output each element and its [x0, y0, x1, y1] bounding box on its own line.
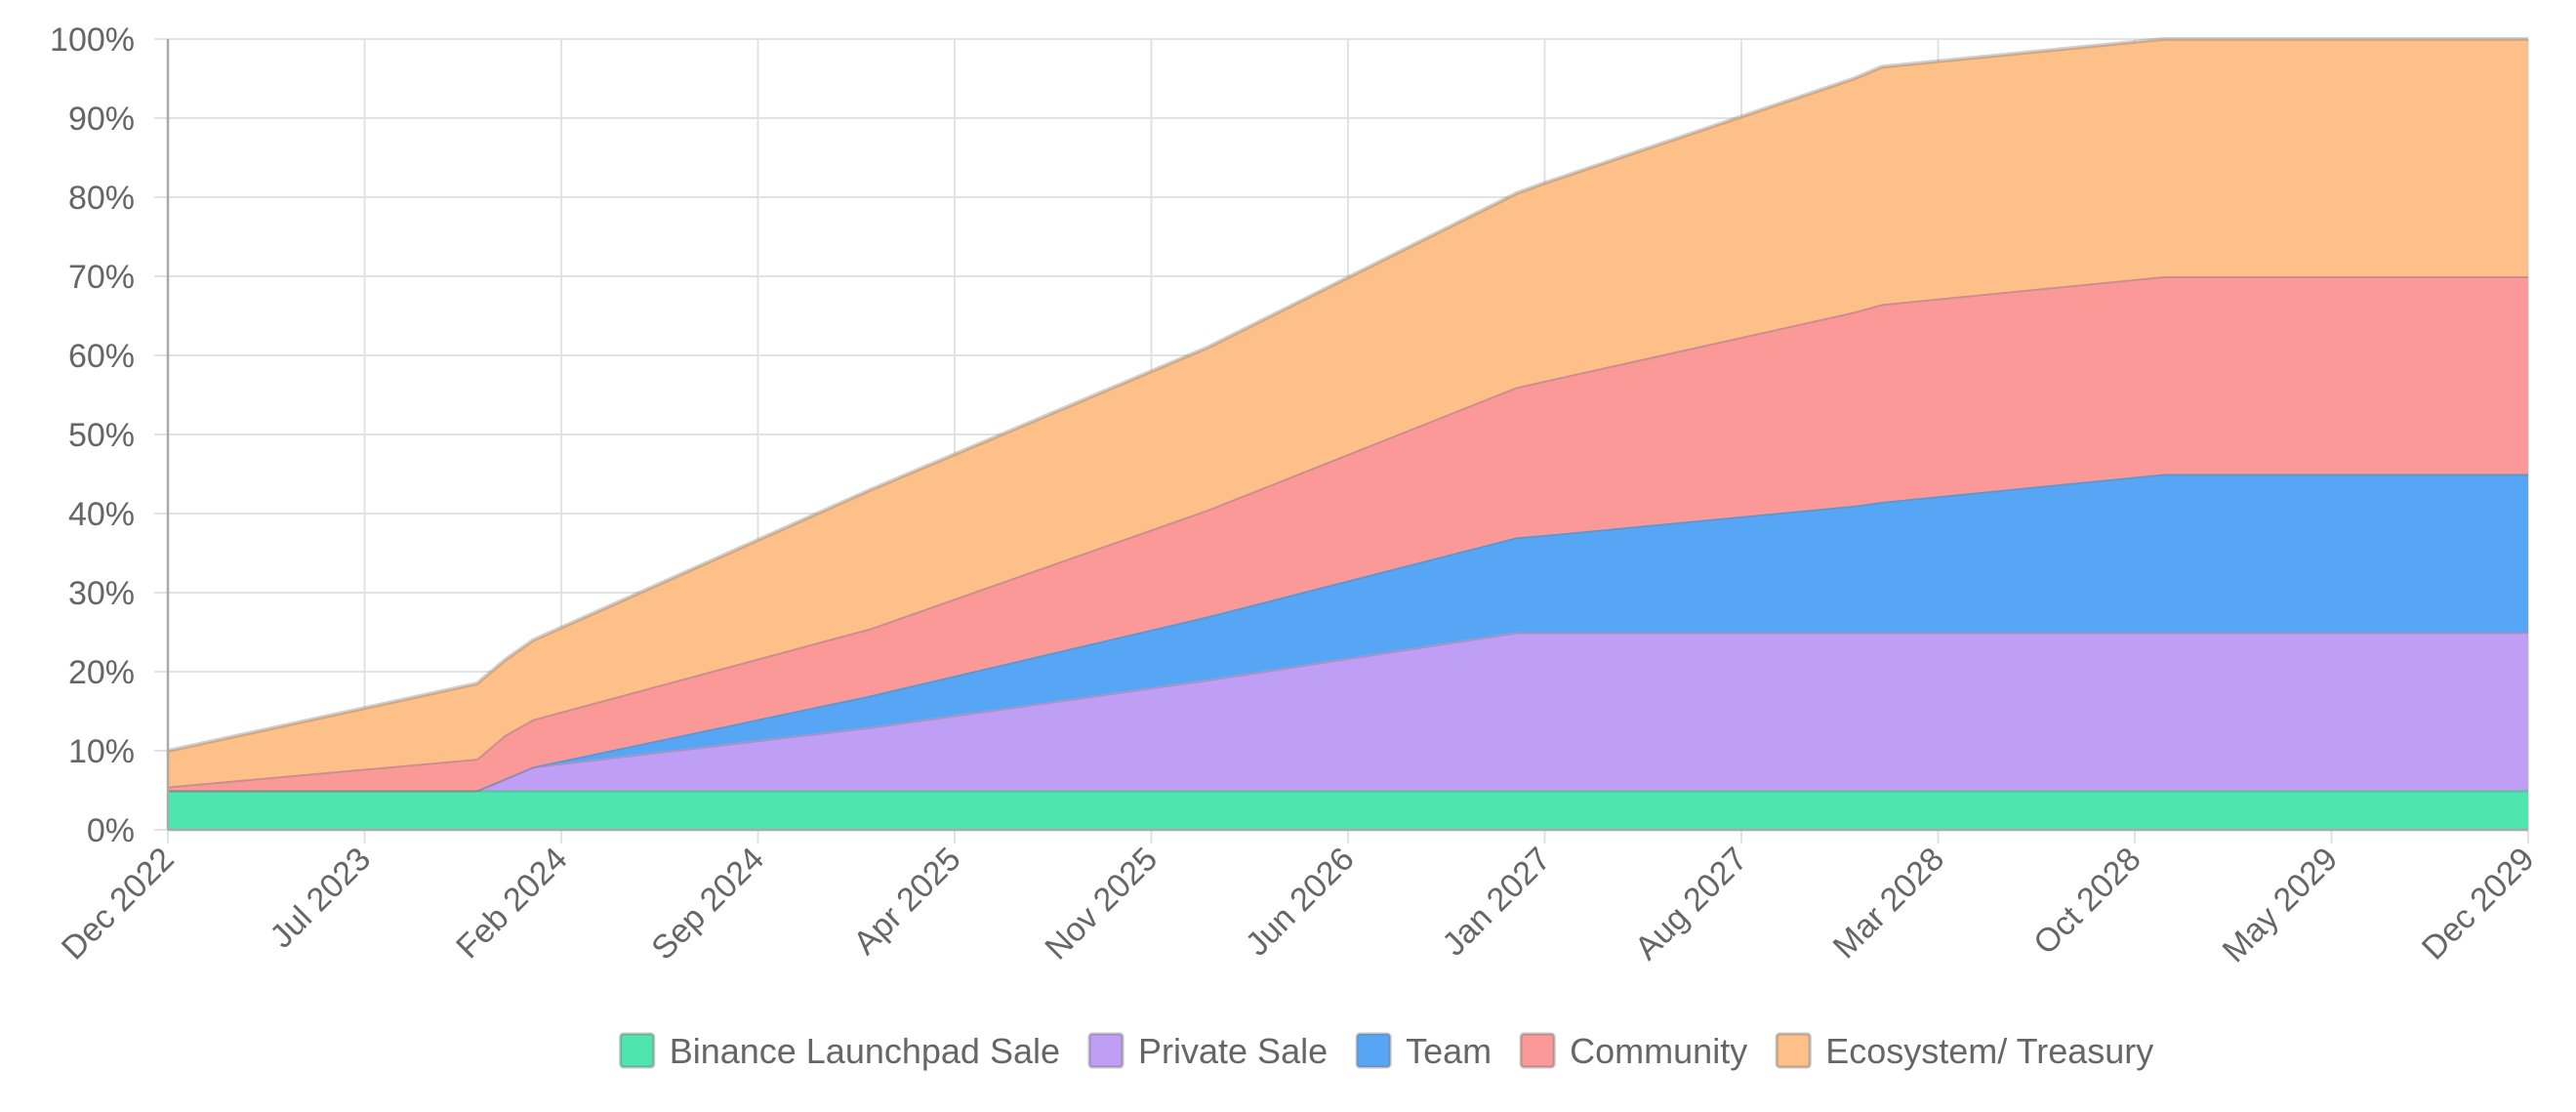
area-2 — [168, 474, 2528, 791]
x-tick-label: Jan 2027 — [1435, 841, 1558, 964]
area-1 — [168, 632, 2528, 791]
y-tick-label: 50% — [68, 417, 135, 454]
x-tick-label: Jun 2026 — [1239, 841, 1362, 964]
x-tick-label: May 2029 — [2216, 841, 2345, 969]
x-tick-label: Jul 2023 — [263, 841, 378, 956]
legend-item[interactable]: Team — [1355, 1031, 1492, 1071]
x-tick-label: Dec 2029 — [2415, 841, 2542, 968]
y-tick-label: 90% — [68, 101, 135, 138]
y-tick-label: 40% — [68, 496, 135, 533]
y-tick-label: 60% — [68, 338, 135, 375]
y-tick-label: 30% — [68, 575, 135, 612]
x-tick-label: Apr 2025 — [846, 841, 967, 962]
legend-swatch — [1355, 1032, 1392, 1069]
area-edge-4 — [167, 37, 2528, 753]
legend-label: Ecosystem/ Treasury — [1825, 1031, 2153, 1071]
area-3 — [168, 276, 2528, 791]
y-tick-label: 100% — [50, 21, 135, 59]
x-tick-label: Sep 2024 — [644, 841, 771, 968]
y-tick-label: 80% — [68, 180, 135, 217]
legend-label: Team — [1406, 1031, 1492, 1071]
x-tick-label: Nov 2025 — [1038, 841, 1165, 968]
legend-swatch — [1519, 1032, 1556, 1069]
legend-item[interactable]: Private Sale — [1087, 1031, 1328, 1071]
legend-label: Binance Launchpad Sale — [670, 1031, 1060, 1071]
legend-item[interactable]: Ecosystem/ Treasury — [1775, 1031, 2153, 1071]
legend-label: Community — [1570, 1031, 1747, 1071]
legend: Binance Launchpad Sale Private Sale Team Co… — [619, 1031, 2153, 1071]
legend-item[interactable]: Binance Launchpad Sale — [619, 1031, 1060, 1071]
x-tick-label: Aug 2027 — [1628, 841, 1755, 968]
y-tick-label: 70% — [68, 259, 135, 296]
x-tick-label: Dec 2022 — [55, 841, 182, 968]
area-0 — [168, 790, 2528, 830]
legend-swatch — [1087, 1032, 1124, 1069]
y-tick-label: 20% — [68, 654, 135, 691]
y-tick-label: 0% — [87, 812, 135, 849]
areas — [167, 37, 2528, 830]
y-tick-label: 10% — [68, 733, 135, 770]
x-tick-label: Feb 2024 — [449, 841, 574, 966]
x-tick-label: Mar 2028 — [1826, 841, 1951, 966]
x-tick-label: Oct 2028 — [2026, 841, 2147, 962]
legend-item[interactable]: Community — [1519, 1031, 1747, 1071]
legend-swatch — [619, 1032, 656, 1069]
legend-swatch — [1775, 1032, 1812, 1069]
area-4 — [168, 39, 2528, 787]
legend-label: Private Sale — [1138, 1031, 1328, 1071]
